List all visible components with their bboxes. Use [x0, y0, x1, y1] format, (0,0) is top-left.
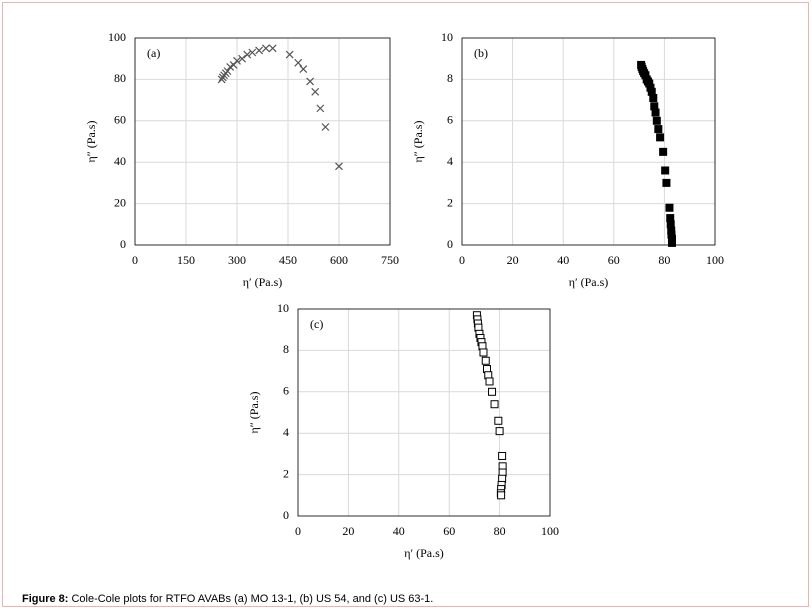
chart: 0 20 40 60 80 100 0 150 300 450 600 750 (a) η′ (Pa.s)…: [84, 30, 399, 289]
point: [243, 50, 252, 59]
plot-area: [297, 308, 551, 517]
point: [659, 147, 668, 156]
y-axis-label: η″ (Pa.s): [411, 121, 425, 163]
point: [656, 133, 665, 142]
y-axis-label: η″ (Pa.s): [247, 392, 261, 434]
y-tick-label: 0: [120, 237, 126, 251]
x-tick-label: 40: [557, 253, 569, 267]
x-tick-label: 40: [393, 524, 405, 538]
point: [285, 50, 294, 59]
y-tick-label: 20: [114, 195, 126, 209]
caption-label: Figure 8:: [22, 593, 68, 605]
y-tick-label: 100: [108, 30, 126, 44]
point: [649, 94, 658, 103]
x-tick-label: 600: [330, 253, 348, 267]
y-tick-label: 4: [283, 425, 289, 439]
caption-text: Cole-Cole plots for RTFO AVABs (a) MO 13…: [71, 593, 433, 605]
x-axis-label: η′ (Pa.s): [569, 275, 609, 289]
x-tick-label: 60: [608, 253, 620, 267]
point: [490, 400, 499, 409]
x-tick-label: 20: [342, 524, 354, 538]
point: [238, 54, 247, 63]
y-tick-label: 80: [114, 71, 126, 85]
y-tick-label: 2: [447, 195, 453, 209]
point: [494, 416, 503, 425]
y-tick-label: 4: [447, 154, 453, 168]
point: [261, 44, 270, 53]
x-tick-label: 100: [541, 524, 559, 538]
point: [217, 75, 226, 84]
point: [481, 356, 490, 365]
plot-area: [461, 37, 716, 246]
x-tick-label: 450: [279, 253, 297, 267]
point: [665, 203, 674, 212]
point: [661, 166, 670, 175]
panel-label: (a): [147, 46, 160, 60]
point: [485, 377, 494, 386]
x-tick-label: 300: [228, 253, 246, 267]
x-tick-label: 150: [177, 253, 195, 267]
point: [268, 44, 277, 53]
y-tick-label: 6: [447, 113, 453, 127]
x-axis-label: η′ (Pa.s): [404, 546, 444, 560]
point: [294, 58, 303, 67]
point: [495, 427, 504, 436]
y-tick-label: 0: [283, 508, 289, 522]
point: [651, 108, 660, 117]
x-tick-label: 0: [295, 524, 301, 538]
x-tick-label: 20: [507, 253, 519, 267]
point: [255, 46, 264, 55]
y-tick-label: 60: [114, 113, 126, 127]
point: [299, 65, 308, 73]
point: [248, 48, 257, 57]
point: [316, 104, 325, 113]
point: [662, 178, 671, 187]
y-tick-label: 10: [441, 30, 453, 44]
y-tick-label: 10: [277, 301, 289, 315]
point: [306, 77, 315, 86]
point: [497, 491, 506, 500]
plot-area: [134, 37, 391, 246]
x-tick-label: 100: [706, 253, 724, 267]
point: [311, 87, 320, 96]
y-tick-label: 8: [447, 71, 453, 85]
point: [335, 162, 343, 171]
point: [667, 238, 676, 247]
y-tick-label: 40: [114, 154, 126, 168]
x-tick-label: 80: [494, 524, 506, 538]
point: [479, 348, 488, 357]
x-tick-label: 0: [459, 253, 465, 267]
x-tick-label: 80: [658, 253, 670, 267]
x-tick-label: 0: [132, 253, 138, 267]
point: [652, 116, 661, 125]
point: [233, 56, 241, 65]
panel-label: (c): [310, 317, 323, 331]
panel-label: (b): [474, 46, 488, 60]
point: [498, 451, 507, 460]
x-tick-label: 60: [443, 524, 455, 538]
y-tick-label: 8: [283, 342, 289, 356]
point: [321, 123, 330, 131]
y-tick-label: 0: [447, 237, 453, 251]
caption: Figure 8: Cole-Cole plots for RTFO AVABs …: [22, 593, 433, 605]
point: [488, 387, 497, 396]
point: [654, 125, 663, 134]
x-axis-label: η′ (Pa.s): [243, 275, 283, 289]
y-axis-label: η″ (Pa.s): [84, 121, 98, 163]
x-tick-label: 750: [381, 253, 399, 267]
y-tick-label: 6: [283, 384, 289, 398]
y-tick-label: 2: [283, 466, 289, 480]
point: [223, 67, 232, 76]
